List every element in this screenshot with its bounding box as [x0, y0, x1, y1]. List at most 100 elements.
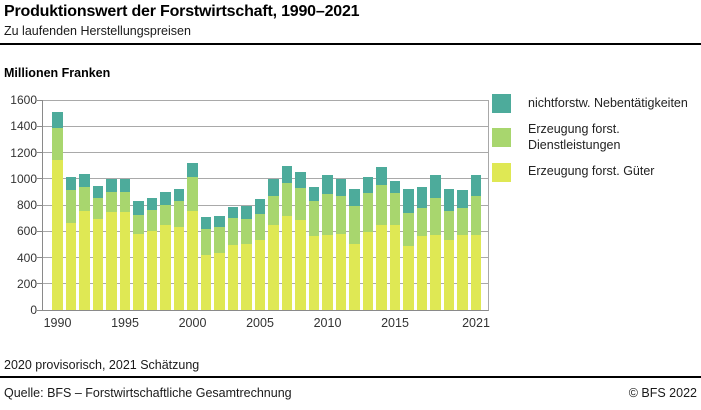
bar-2017-dienstleistungen [416, 208, 428, 236]
bar-2016-nebentaetigkeiten [403, 189, 414, 213]
legend-label: Erzeugung forst. Dienstleistungen [528, 122, 621, 152]
y-axis-tick [37, 283, 43, 285]
bar-1994-nebentaetigkeiten [106, 179, 117, 192]
bar-2012-dienstleistungen [349, 205, 360, 244]
bar-2009-nebentaetigkeiten [308, 186, 320, 202]
y-axis-tick [37, 125, 43, 127]
gridline [43, 152, 488, 153]
y-tick-label: 1200 [10, 145, 37, 160]
bar-1997 [146, 197, 158, 310]
bar-2005-dienstleistungen [254, 213, 266, 240]
y-axis-tick [37, 99, 43, 101]
bar-2000-gueter [187, 210, 198, 310]
bar-2012-gueter [349, 243, 360, 310]
bar-2004-gueter [241, 243, 252, 310]
bar-2000-nebentaetigkeiten [187, 163, 198, 177]
bar-2004-dienstleistungen [241, 218, 252, 244]
bar-2006 [268, 179, 279, 310]
chart-plot-area: 0 200 400 600 800 1000 1200 1400 1600 1990 1995 200… [10, 93, 490, 330]
y-tick-label: 1000 [10, 171, 37, 186]
bar-2015-nebentaetigkeiten [389, 181, 401, 194]
bar-1991 [65, 177, 77, 310]
bar-2002-gueter [214, 252, 225, 310]
y-tick-label: 0 [30, 303, 37, 317]
bar-1999 [173, 189, 185, 310]
bar-2007 [281, 165, 293, 310]
bar-2004 [241, 206, 252, 310]
legend-swatch [492, 162, 511, 182]
bar-1998-nebentaetigkeiten [160, 191, 171, 205]
bar-2006-gueter [268, 224, 279, 310]
bar-2013-gueter [362, 231, 374, 310]
bar-1996 [133, 201, 144, 310]
bar-2011-dienstleistungen [335, 196, 347, 234]
bar-2001-nebentaetigkeiten [200, 217, 212, 229]
footer-divider [0, 376, 701, 378]
bar-1998 [160, 191, 171, 310]
bar-2001 [200, 217, 212, 310]
bar-1997-gueter [146, 230, 158, 310]
y-tick-label: 200 [16, 276, 37, 291]
page-subtitle: Zu laufenden Herstellungspreisen [4, 24, 191, 38]
bar-2013-nebentaetigkeiten [362, 176, 374, 194]
bar-1999-dienstleistungen [173, 201, 185, 228]
bar-2021-gueter [470, 234, 482, 310]
gridline [43, 230, 488, 232]
bar-2015-gueter [389, 224, 401, 310]
gridline [43, 178, 488, 180]
bar-1993-gueter [92, 218, 104, 310]
bar-1992-gueter [79, 210, 90, 310]
bar-2002-nebentaetigkeiten [214, 215, 225, 228]
y-tick-label: 1600 [10, 93, 37, 107]
x-tick-label: 2015 [381, 316, 409, 330]
bar-2018-nebentaetigkeiten [430, 174, 441, 199]
bar-2001-gueter [200, 254, 212, 310]
bar-2011-gueter [335, 233, 347, 310]
bar-2010-gueter [322, 234, 333, 310]
bar-2017 [416, 186, 428, 310]
gridline [43, 257, 488, 258]
y-tick-label: 600 [16, 224, 37, 239]
bar-2003-gueter [227, 245, 239, 310]
bar-2018-dienstleistungen [430, 198, 441, 236]
bar-1991-dienstleistungen [65, 189, 77, 224]
bar-2002 [214, 215, 225, 310]
legend-item: Erzeugung forst. Güter [492, 162, 697, 182]
gridline [43, 125, 488, 127]
bar-1995-nebentaetigkeiten [119, 178, 131, 192]
y-tick-label: 400 [16, 250, 37, 265]
bar-1993-dienstleistungen [92, 198, 104, 219]
bar-2000 [187, 163, 198, 310]
bar-2009 [308, 186, 320, 310]
bar-2011 [335, 179, 347, 310]
bar-2005 [254, 199, 266, 310]
legend-label: nichtforstw. Nebentätigkeiten [528, 95, 688, 110]
legend-label: Erzeugung forst. Güter [528, 164, 655, 179]
bar-2003 [227, 206, 239, 310]
bar-1992-dienstleistungen [79, 187, 90, 211]
page-title: Produktionswert der Forstwirtschaft, 199… [4, 3, 360, 20]
bar-2008-gueter [295, 220, 306, 310]
bar-2017-nebentaetigkeiten [416, 186, 428, 209]
bar-1992 [79, 173, 90, 310]
bar-2011-nebentaetigkeiten [335, 179, 347, 197]
y-tick-label: 800 [16, 198, 37, 212]
bar-2002-dienstleistungen [214, 227, 225, 253]
bar-1996-gueter [133, 233, 144, 310]
bar-1993 [92, 185, 104, 310]
legend-item: nichtforstw. Nebentätigkeiten [492, 94, 697, 113]
bar-2006-dienstleistungen [268, 195, 279, 225]
bar-1996-nebentaetigkeiten [133, 201, 144, 215]
bar-1994 [106, 179, 117, 310]
bar-1999-gueter [173, 227, 185, 310]
chart-footnote: 2020 provisorisch, 2021 Schätzung [4, 358, 200, 372]
bar-2013 [362, 176, 374, 310]
bar-2008-dienstleistungen [295, 187, 306, 221]
bar-2007-nebentaetigkeiten [281, 165, 293, 183]
bar-2010-nebentaetigkeiten [322, 175, 333, 194]
legend-swatch [492, 94, 511, 113]
bar-1990-nebentaetigkeiten [52, 111, 63, 128]
bar-2004-nebentaetigkeiten [241, 206, 252, 219]
bar-2017-gueter [416, 235, 428, 310]
x-tick-label: 2010 [313, 316, 342, 330]
